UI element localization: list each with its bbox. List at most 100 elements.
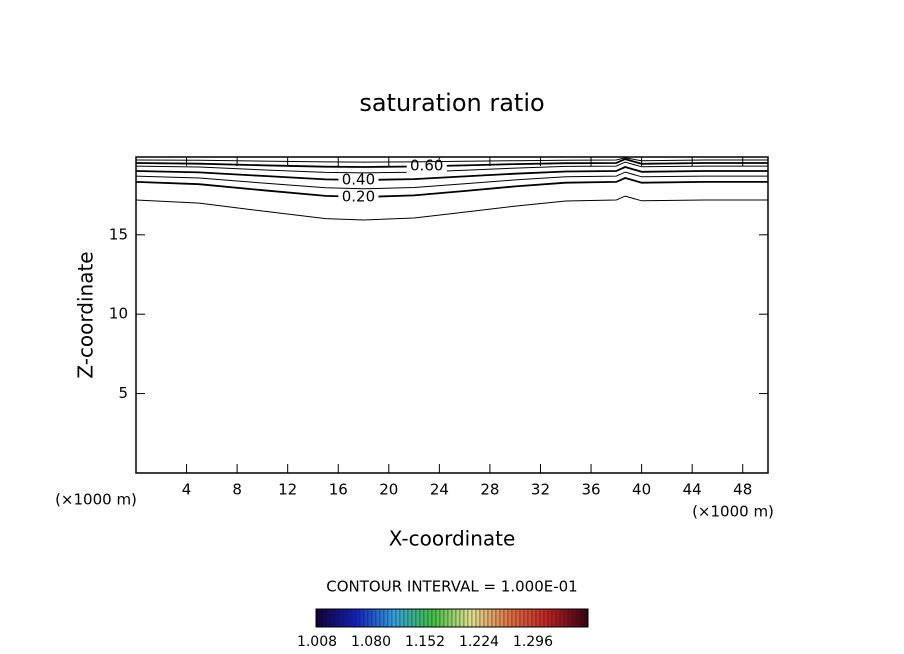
colorbar-stripe — [539, 608, 545, 628]
colorbar-stripe — [455, 608, 461, 628]
colorbar-tick-label: 1.008 — [297, 634, 337, 650]
colorbar-stripe — [463, 608, 469, 628]
contour-label: 0.20 — [342, 187, 375, 205]
colorbar-stripe — [575, 608, 581, 628]
colorbar-stripe — [531, 608, 537, 628]
x-tick-label: 8 — [232, 481, 242, 499]
colorbar-stripe — [331, 608, 337, 628]
colorbar-stripe — [535, 608, 541, 628]
x-tick-label: 48 — [733, 481, 752, 499]
x-tick-label: 20 — [379, 481, 398, 499]
chart-title: saturation ratio — [359, 89, 544, 117]
y-tick-label: 10 — [109, 305, 128, 323]
contour-label: 0.60 — [410, 157, 443, 175]
colorbar-stripe — [431, 608, 437, 628]
x-tick-label: 24 — [430, 481, 449, 499]
colorbar-stripe — [507, 608, 513, 628]
colorbar-stripe — [379, 608, 385, 628]
colorbar-stripe — [483, 608, 489, 628]
contour-line — [135, 161, 768, 174]
colorbar-stripe — [419, 608, 425, 628]
colorbar-stripe — [487, 608, 493, 628]
colorbar-stripe — [399, 608, 405, 628]
y-tick-label: 5 — [118, 384, 128, 402]
colorbar-stripe — [555, 608, 561, 628]
colorbar-stripe — [467, 608, 473, 628]
colorbar-stripe — [347, 608, 353, 628]
colorbar-stripe — [579, 608, 585, 628]
x-tick-label: 4 — [182, 481, 192, 499]
colorbar-stripe — [547, 608, 553, 628]
colorbar-stripe — [523, 608, 529, 628]
colorbar-stripe — [515, 608, 521, 628]
contour-label-bg — [338, 172, 379, 187]
colorbar-stripe — [439, 608, 445, 628]
colorbar-stripe — [551, 608, 557, 628]
colorbar-stripe — [367, 608, 373, 628]
contour-line — [135, 166, 768, 181]
colorbar-stripe — [319, 608, 325, 628]
x-tick-label: 32 — [531, 481, 550, 499]
colorbar-stripe — [511, 608, 517, 628]
x-axis-label: X-coordinate — [389, 527, 516, 551]
x-tick-label: 44 — [683, 481, 702, 499]
colorbar-stripe — [315, 608, 321, 628]
contour-label-bg — [338, 189, 379, 204]
x-tick-label: 36 — [581, 481, 600, 499]
colorbar-stripe — [371, 608, 377, 628]
colorbar-stripe — [403, 608, 409, 628]
colorbar-stripe — [491, 608, 497, 628]
y-tick-label: 15 — [109, 225, 128, 243]
colorbar-tick-label: 1.224 — [459, 634, 499, 650]
contour-line — [135, 158, 768, 168]
colorbar-stripe — [383, 608, 389, 628]
contour-label: 0.40 — [342, 170, 375, 188]
colorbar-stripe — [503, 608, 509, 628]
colorbar-stripe — [499, 608, 505, 628]
colorbar-stripe — [343, 608, 349, 628]
contour-interval: CONTOUR INTERVAL = 1.000E-01 — [326, 578, 577, 596]
contour-line — [135, 177, 768, 198]
plot-frame — [135, 156, 769, 474]
colorbar-stripe — [395, 608, 401, 628]
colorbar-tick-label: 1.152 — [405, 634, 445, 650]
contour-line — [135, 171, 768, 190]
colorbar-stripe — [543, 608, 549, 628]
x-tick-label: 40 — [632, 481, 651, 499]
colorbar-stripe — [443, 608, 449, 628]
colorbar-stripe — [519, 608, 525, 628]
colorbar-stripe — [435, 608, 441, 628]
colorbar-stripe — [427, 608, 433, 628]
colorbar-stripe — [375, 608, 381, 628]
colorbar-stripe — [363, 608, 369, 628]
contour-line — [135, 157, 768, 163]
colorbar-stripe — [415, 608, 421, 628]
colorbar-stripe — [407, 608, 413, 628]
colorbar-stripe — [355, 608, 361, 628]
colorbar-stripe — [571, 608, 577, 628]
colorbar-stripe — [327, 608, 333, 628]
x-unit-label: (×1000 m) — [55, 491, 137, 509]
colorbar-stripe — [567, 608, 573, 628]
colorbar-stripe — [323, 608, 329, 628]
colorbar-stripe — [423, 608, 429, 628]
colorbar-tick-label: 1.296 — [513, 634, 553, 650]
colorbar-stripe — [391, 608, 397, 628]
colorbar-frame — [315, 608, 589, 628]
colorbar-stripe — [451, 608, 457, 628]
y-axis-label: Z-coordinate — [74, 251, 98, 378]
colorbar-stripe — [351, 608, 357, 628]
contour-label-bg — [406, 159, 447, 174]
colorbar-stripe — [471, 608, 477, 628]
x-tick-label: 16 — [329, 481, 348, 499]
colorbar-stripe — [475, 608, 481, 628]
colorbar-stripe — [527, 608, 533, 628]
colorbar-stripe — [563, 608, 569, 628]
colorbar-stripe — [459, 608, 465, 628]
x-tick-label: 28 — [480, 481, 499, 499]
colorbar-stripe — [387, 608, 393, 628]
colorbar-stripe — [495, 608, 501, 628]
colorbar-stripe — [583, 608, 589, 628]
colorbar-stripe — [559, 608, 565, 628]
